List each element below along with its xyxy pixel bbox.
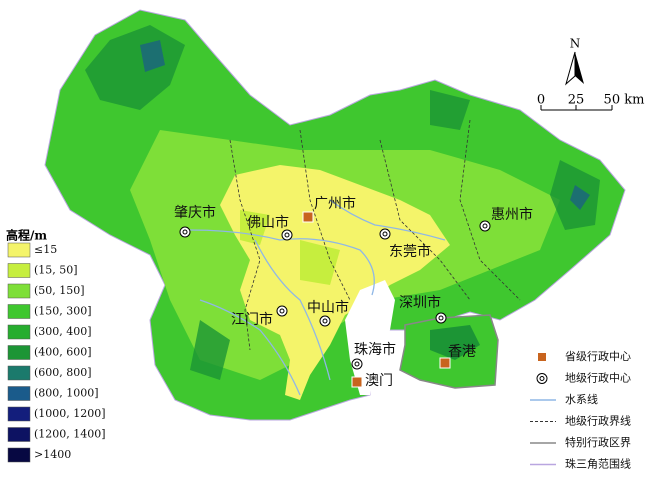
legend-label: 地级行政界线 xyxy=(565,414,631,428)
legend-label: (15, 50] xyxy=(34,264,78,277)
prefecture-center xyxy=(284,232,290,238)
city-label: 东莞市 xyxy=(389,243,431,260)
legend-swatch xyxy=(7,242,31,258)
river xyxy=(199,299,301,396)
prefecture-center xyxy=(276,305,288,317)
north-arrow xyxy=(565,51,576,86)
prefecture-center xyxy=(319,315,331,327)
city-label: 江门市 xyxy=(231,311,273,328)
lowland-patch xyxy=(240,210,340,285)
prefecture-center xyxy=(382,231,388,237)
prefecture-center xyxy=(322,318,328,324)
boundary xyxy=(379,139,471,301)
prefecture-center xyxy=(438,315,444,321)
scale-label: 50 km xyxy=(604,93,645,108)
province-center xyxy=(439,357,451,369)
province-center xyxy=(302,211,314,223)
legend-swatch xyxy=(7,386,31,401)
prefecture-center xyxy=(182,229,188,235)
boundary xyxy=(459,119,521,301)
legend-label: 地级行政中心 xyxy=(565,371,631,385)
river xyxy=(189,229,375,296)
city-label: 广州市 xyxy=(314,195,356,212)
prefecture-center xyxy=(279,308,285,314)
city-label: 香港 xyxy=(448,344,476,360)
river xyxy=(254,239,331,381)
legend-symbol xyxy=(539,376,545,381)
legend-label: (1000, 1200] xyxy=(34,407,106,420)
prefecture-center xyxy=(354,361,360,367)
scale-label: 25 xyxy=(568,93,585,108)
legend-swatch xyxy=(7,304,31,319)
legend-symbol xyxy=(538,353,546,361)
city-label: 肇庆市 xyxy=(174,204,216,221)
legend-label: (600, 800] xyxy=(34,366,92,379)
legend-label: (150, 300] xyxy=(34,305,92,318)
river xyxy=(329,199,446,241)
legend-label: >1400 xyxy=(34,448,71,461)
province-center xyxy=(351,376,363,388)
scale-label: 0 xyxy=(537,93,545,108)
prefecture-center xyxy=(281,229,293,241)
city-label: 澳门 xyxy=(365,373,393,389)
prefecture-center xyxy=(351,358,363,370)
delta-lowland xyxy=(220,165,450,400)
legend-swatch xyxy=(7,427,31,442)
legend-label: (800, 1000] xyxy=(34,387,99,400)
legend-swatch xyxy=(7,345,31,360)
legend-label: ≤15 xyxy=(34,243,57,256)
city-label: 佛山市 xyxy=(247,214,289,231)
legend-label: 特别行政区界 xyxy=(565,435,631,449)
legend-label: (300, 400] xyxy=(34,325,92,338)
legend-label: 省级行政中心 xyxy=(565,349,631,363)
legend-label: 珠三角范围线 xyxy=(565,457,631,471)
legend-label: (400, 600] xyxy=(34,346,92,359)
legend-swatch xyxy=(7,324,31,340)
north-arrow xyxy=(575,52,584,84)
rivers xyxy=(189,199,446,396)
prefecture-center xyxy=(482,223,488,229)
legend-swatch xyxy=(7,283,31,299)
boundary xyxy=(229,139,261,351)
boundary xyxy=(299,129,351,301)
elevation-legend: ≤15 (15, 50] (50, 150] (150, 300] (300, 400]… xyxy=(7,242,106,463)
terrain-high xyxy=(85,25,600,380)
prefecture-center xyxy=(479,220,491,232)
prefecture-center xyxy=(379,228,391,240)
legend-swatch xyxy=(7,447,31,463)
city-label: 珠海市 xyxy=(354,341,396,358)
boundaries xyxy=(229,119,521,351)
legend-swatch xyxy=(7,365,31,381)
legend-title: 高程/m xyxy=(6,228,47,243)
legend-label: 水系线 xyxy=(565,392,598,406)
legend-label: (1200, 1400] xyxy=(34,428,106,441)
prefecture-center xyxy=(435,312,447,324)
city-label: 惠州市 xyxy=(491,206,533,223)
city-label: 中山市 xyxy=(307,299,349,316)
hk-island-fill xyxy=(430,325,480,360)
north-label: N xyxy=(570,37,581,51)
legend-label: (50, 150] xyxy=(34,284,85,297)
legend-symbol xyxy=(536,373,548,384)
legend-swatch xyxy=(7,263,31,278)
legend-swatch xyxy=(7,406,31,422)
prefecture-center xyxy=(179,226,191,238)
city-label: 深圳市 xyxy=(399,294,441,311)
